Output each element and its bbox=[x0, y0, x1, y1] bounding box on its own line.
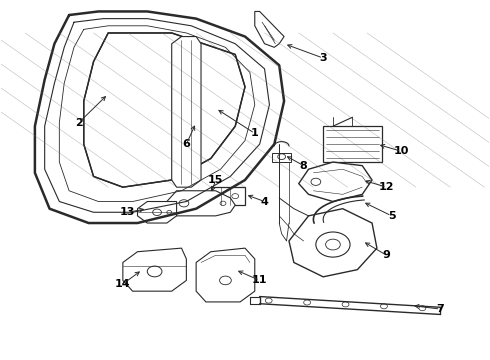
Text: 1: 1 bbox=[251, 129, 259, 138]
Text: 14: 14 bbox=[115, 279, 131, 289]
Text: 6: 6 bbox=[182, 139, 190, 149]
Polygon shape bbox=[172, 37, 201, 187]
Text: 2: 2 bbox=[75, 118, 83, 128]
Polygon shape bbox=[299, 162, 372, 202]
Text: 10: 10 bbox=[393, 146, 409, 156]
Text: 4: 4 bbox=[261, 197, 269, 207]
Polygon shape bbox=[123, 248, 186, 291]
Text: 3: 3 bbox=[319, 53, 327, 63]
Bar bbox=[323, 126, 382, 162]
Text: 5: 5 bbox=[388, 211, 395, 221]
Polygon shape bbox=[167, 191, 235, 216]
Text: 8: 8 bbox=[300, 161, 308, 171]
Polygon shape bbox=[289, 209, 377, 277]
Text: 9: 9 bbox=[383, 250, 391, 260]
Text: 7: 7 bbox=[437, 304, 444, 314]
Text: 12: 12 bbox=[379, 182, 394, 192]
Text: 11: 11 bbox=[252, 275, 268, 285]
Bar bbox=[272, 153, 292, 162]
Polygon shape bbox=[196, 248, 255, 302]
Polygon shape bbox=[84, 33, 245, 187]
Text: 15: 15 bbox=[208, 175, 223, 185]
Text: 13: 13 bbox=[120, 207, 135, 217]
Polygon shape bbox=[138, 202, 176, 223]
Polygon shape bbox=[211, 187, 245, 205]
Polygon shape bbox=[255, 12, 284, 47]
